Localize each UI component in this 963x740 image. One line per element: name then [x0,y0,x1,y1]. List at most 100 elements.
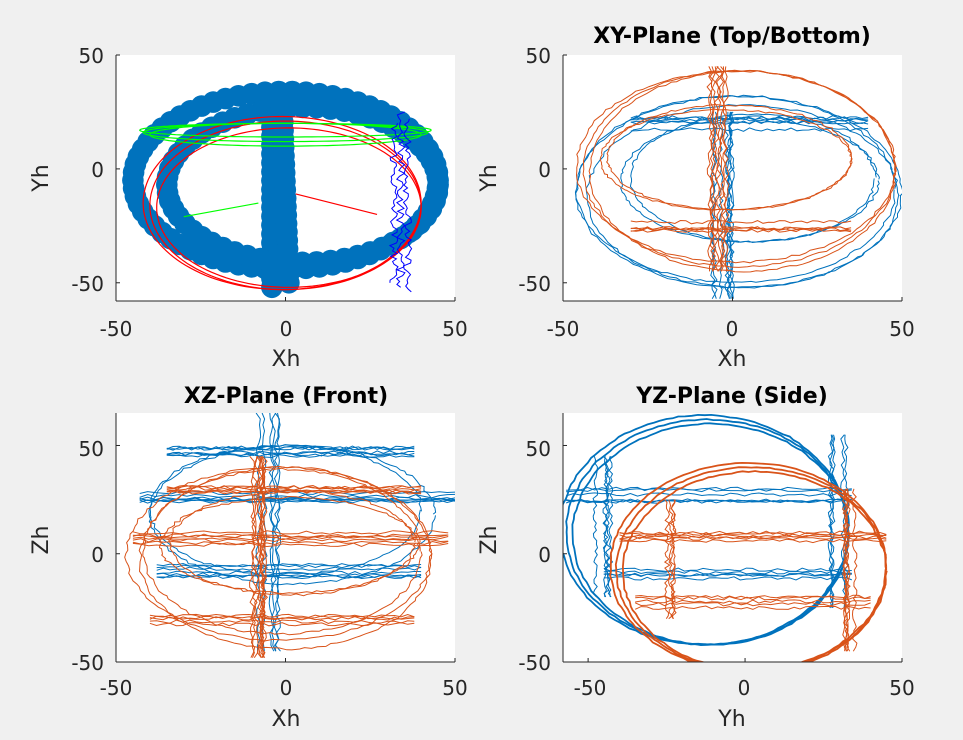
panel-4-xlabel: Yh [717,707,745,732]
panel-3-series-4-loop [148,444,422,577]
panel-3: XZ-Plane (Front) -50 0 50 -50 0 50 Xh Zh [29,384,468,732]
panel-2-series-3-loop [606,104,853,211]
panel-2-series-0-loop [575,94,897,283]
panel-2-xtick-0: -50 [547,317,580,341]
panel-3-series-4-loop [148,444,437,586]
panel-3-xlabel: Xh [271,707,300,732]
panel-1-series-3-trace [388,123,399,283]
panel-3-series-7-trace [132,533,449,538]
panel-2-series-4-trace [716,66,723,272]
panel-4-series-9-trace [669,499,677,620]
panel-1-series-2-loop [149,122,422,147]
panel-4-series-5-loop [609,461,888,662]
panel-3-ylabel: Zh [29,525,54,554]
panel-1-ytick-1: 0 [91,158,104,182]
panel-4-series-8-trace [844,488,851,652]
panel-4-series-4-trace [828,434,835,608]
panel-1-series-1-loop [142,115,422,291]
panel-3-series-5-loop [168,490,416,597]
panel-2-ytick-2: 50 [526,44,551,68]
panel-2-xlabel: Xh [717,347,746,372]
panel-2-ytick-1: 0 [538,158,551,182]
panel-3-title: XZ-Plane (Front) [184,384,388,409]
panel-1-ytick-0: -50 [71,272,104,296]
panel-4-ytick-1: 0 [538,543,551,567]
panel-3-series-9-trace [251,456,258,658]
panel-3-ytick-0: -50 [71,651,104,675]
panel-4-xtick-0: -50 [574,676,607,700]
panel-3-series-0-trace [166,452,415,457]
panel-4-series-2-trace [603,567,852,572]
panel-2-series-4-trace [709,66,716,272]
panel-2-series-0-loop [620,117,880,243]
panel-3-series-9-trace [256,456,263,659]
panel-1-series-2-loop [138,122,432,138]
panel-4-series-4-trace [829,434,836,609]
panel-3-data [124,413,455,659]
panel-1-series-3-trace [402,118,413,293]
panel-3-series-8-trace [149,622,415,627]
panel-3-series-6-trace [166,485,422,490]
panel-2: XY-Plane (Top/Bottom) -50 0 50 -50 0 50 … [477,24,915,372]
panel-1-series-4-segment [183,202,259,218]
panel-3-series-5-loop [142,467,423,636]
panel-3-series-5-loop [138,465,433,651]
panel-1-series-0-marker [278,272,300,294]
panel-1-series-1-loop [149,120,422,291]
panel-4: YZ-Plane (Side) -50 0 50 -50 0 50 Yh Zh [477,384,915,732]
panel-3-series-1-trace [139,497,455,502]
panel-2-data [574,66,902,299]
panel-4-series-6-trace [619,538,887,544]
panel-1-series-0-marker [261,276,283,299]
panel-4-data [563,413,888,662]
panel-1-series-0-marker [426,182,449,204]
panel-3-series-3-trace [255,413,262,652]
panel-3-series-2-trace [156,570,422,575]
panel-4-title: YZ-Plane (Side) [635,384,828,409]
panel-2-series-3-loop [575,70,897,264]
panel-1-ylabel: Yh [29,164,54,192]
panel-2-series-5-trace [630,228,852,233]
panel-3-series-2-trace [156,572,422,577]
panel-3-series-3-trace [274,413,282,652]
panel-1-xtick-0: -50 [100,317,133,341]
panel-4-xtick-2: 50 [889,676,914,700]
panel-4-series-9-trace [667,499,675,620]
panel-4-series-9-trace [670,499,677,619]
panel-3-xtick-0: -50 [100,676,133,700]
panel-4-ylabel: Zh [477,525,502,554]
panel-4-series-5-loop [621,470,888,662]
panel-3-series-3-trace [268,413,275,652]
panel-1-ytick-2: 50 [79,44,104,68]
panel-4-series-0-loop [565,418,850,647]
panel-2-xtick-2: 50 [889,317,914,341]
panel-4-series-8-trace [851,488,858,652]
panel-3-series-8-trace [149,613,415,618]
panel-3-series-8-trace [149,616,415,621]
panel-1: -50 0 50 -50 0 50 Xh Yh [29,44,468,372]
panel-4-series-4-trace [827,434,834,609]
panel-3-series-1-trace [139,498,455,504]
panel-3-series-9-trace [249,455,256,658]
panel-1-xtick-2: 50 [442,317,467,341]
panel-4-series-2-trace [603,572,852,578]
panel-4-ytick-2: 50 [526,437,551,461]
panel-4-series-1-trace [565,492,852,497]
panel-2-ytick-0: -50 [518,272,551,296]
panel-2-series-2-trace [630,115,869,120]
panel-4-series-3-trace [603,456,610,598]
panel-4-series-4-trace [840,434,847,608]
panel-3-series-7-trace [132,536,449,541]
panel-3-series-7-trace [132,542,449,548]
panel-3-ytick-1: 0 [91,543,104,567]
panel-3-series-6-trace [166,489,422,494]
panel-2-series-2-trace [630,117,869,122]
panel-4-series-9-trace [663,499,671,619]
panel-2-series-4-trace [720,66,728,272]
panel-2-series-2-trace [630,116,869,121]
panel-3-ytick-2: 50 [79,437,104,461]
panel-1-series-4-segment [295,193,378,216]
panel-2-title: XY-Plane (Top/Bottom) [593,24,871,49]
panel-3-series-0-trace [166,446,415,451]
